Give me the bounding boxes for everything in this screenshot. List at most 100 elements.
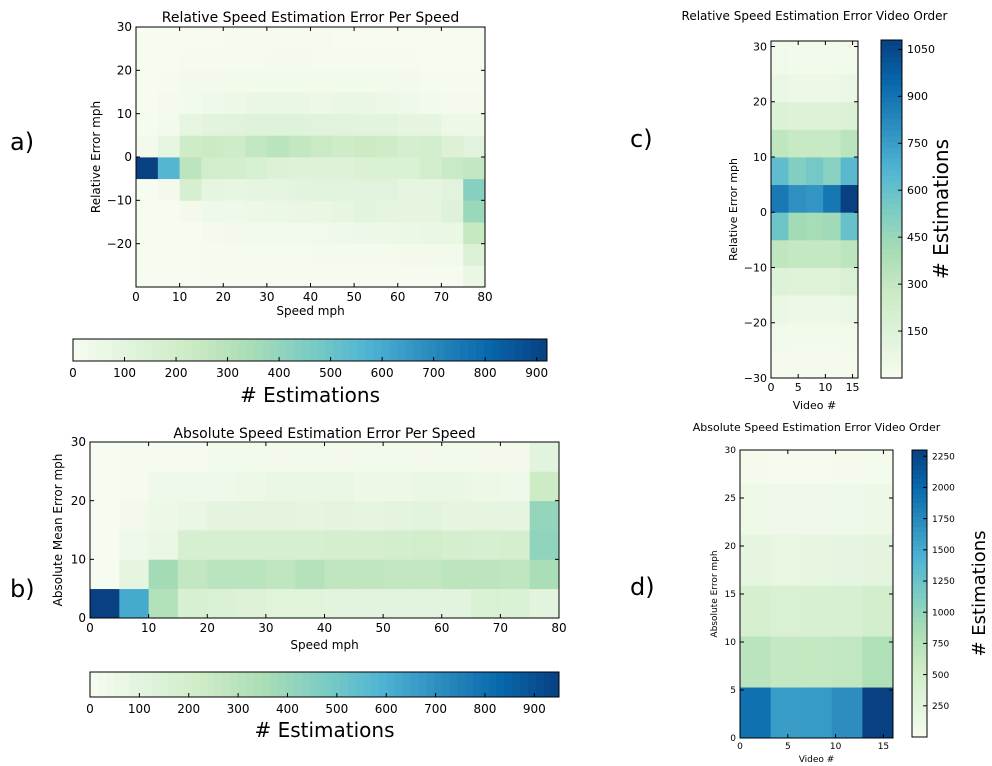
colorbar-a-segment-33 [333, 339, 343, 361]
colorbar-b-segment-30 [324, 672, 333, 697]
colorbar-b-segment-31 [332, 672, 341, 697]
colorbar-b-segment-59 [551, 672, 560, 697]
colorbar-d-segment-11 [912, 679, 927, 685]
heatmap-a-cell-r3-c0 [136, 200, 159, 223]
heatmap-a-cell-r6-c9 [332, 135, 355, 158]
colorbar-c-segment-49 [881, 96, 902, 103]
heatmap-a-cell-r7-c8 [310, 113, 333, 136]
colorbar-a-segment-29 [302, 339, 311, 361]
heatmap-c-cell-r6-c3 [823, 184, 841, 213]
colorbar-frame-b [89, 671, 560, 698]
heatmap-d-cell-r3-c1 [770, 534, 802, 586]
colorbar-a-segment-24 [262, 339, 271, 361]
heatmap-a-cell-r7-c10 [354, 113, 377, 136]
heatmap-c-cell-r1-c2 [805, 322, 824, 351]
heatmap-c-cell-r4-c1 [788, 239, 807, 268]
colorbar-tick-label-a-0: 0 [69, 366, 77, 380]
heatmap-a-cell-r8-c14 [441, 92, 464, 115]
heatmap-b-cell-r4-c4 [207, 471, 237, 502]
colorbar-a-segment-39 [381, 339, 390, 361]
heatmap-b-cell-r2-c1 [119, 530, 150, 560]
heatmap-a-cell-r3-c8 [310, 200, 333, 223]
colorbar-d-segment-42 [912, 531, 927, 537]
colorbar-c-segment-30 [881, 203, 902, 210]
heatmap-a-cell-r11-c12 [397, 27, 420, 50]
heatmap-a-cell-r0-c9 [332, 265, 355, 288]
heatmap-a-cell-r5-c6 [266, 157, 290, 180]
xtick-label-b-3: 30 [258, 621, 273, 635]
heatmap-a-cell-r4-c2 [179, 178, 202, 201]
heatmap-a-cell-r1-c6 [266, 243, 290, 266]
heatmap-b-cell-r1-c1 [119, 559, 150, 590]
colorbar-c-segment-33 [881, 186, 902, 193]
heatmap-a-cell-r5-c14 [441, 157, 464, 180]
heatmap-b-cell-r3-c1 [119, 500, 150, 531]
heatmap-a-cell-r5-c1 [157, 157, 181, 180]
colorbar-c-segment-18 [881, 270, 902, 278]
colorbar-a-segment-14 [183, 339, 192, 361]
heatmap-a-cell-r6-c15 [463, 135, 486, 158]
heatmap-b-cell-r1-c9 [353, 559, 384, 590]
colorbar-a-segment-13 [175, 339, 185, 361]
heatmap-b-cell-r5-c15 [529, 442, 560, 472]
colorbar-label-d: # Estimations [969, 530, 990, 656]
heatmap-d-cell-r2-c3 [831, 585, 863, 637]
colorbar-c-segment-32 [881, 192, 902, 199]
heatmap-a-cell-r1-c3 [201, 243, 224, 266]
heatmap-a-cell-r11-c13 [419, 27, 442, 50]
heatmap-c-cell-r7-c0 [771, 157, 789, 186]
heatmap-d-cell-r0-c0 [740, 687, 771, 739]
colorbar-b-segment-53 [504, 672, 513, 697]
colorbar-c-segment-48 [881, 101, 902, 109]
heatmap-a-cell-r5-c8 [310, 157, 333, 180]
heatmap-b-cell-r2-c14 [500, 530, 531, 560]
heatmap-a-cell-r3-c7 [288, 200, 311, 223]
colorbar-tick-label-d-4: 1250 [932, 577, 955, 587]
y-axis-label-a: Relative Error mph [89, 101, 103, 213]
ytick-label-c-6: 30 [753, 40, 767, 53]
heatmap-a-cell-r1-c2 [179, 243, 202, 266]
colorbar-d-segment-2 [912, 722, 927, 728]
heatmap-a-cell-r4-c5 [245, 178, 268, 201]
colorbar-c-segment-17 [881, 276, 902, 283]
heatmap-a-cell-r5-c3 [201, 157, 224, 180]
chart-title-d: Absolute Speed Estimation Error Video Or… [693, 421, 941, 434]
heatmap-d-cell-r1-c0 [740, 636, 771, 688]
heatmap-b-cell-r5-c11 [412, 442, 443, 472]
heatmap-a-cell-r6-c14 [441, 135, 464, 158]
xtick-label-a-5: 50 [346, 290, 361, 304]
heatmap-c-cell-r2-c2 [805, 295, 824, 324]
heatmap-a-cell-r1-c5 [245, 243, 268, 266]
colorbar-frame-a [72, 338, 548, 362]
ytick-label-b-3: 30 [71, 435, 86, 449]
xtick-label-c-0: 0 [768, 381, 775, 394]
heatmap-a-cell-r2-c7 [288, 222, 311, 245]
colorbar-a-segment-21 [238, 339, 248, 361]
colorbar-b-segment-37 [379, 672, 388, 697]
colorbar-d-segment-16 [912, 655, 927, 661]
heatmap-a-cell-r5-c11 [375, 157, 399, 180]
heatmap-b-cell-r3-c12 [441, 500, 472, 531]
colorbar-b-segment-6 [136, 672, 146, 697]
heatmap-d-cell-r0-c3 [831, 687, 863, 739]
colorbar-c-segment-14 [881, 293, 902, 300]
colorbar-a-segment-50 [468, 339, 477, 361]
heatmap-a-cell-r10-c7 [288, 48, 311, 71]
colorbar-b-segment-13 [191, 672, 200, 697]
heatmap-c-cell-r4-c4 [840, 239, 859, 268]
colorbar-c-segment-39 [881, 152, 902, 159]
heatmap-a-cell-r2-c6 [266, 222, 290, 245]
heatmap-b-cell-r2-c11 [412, 530, 443, 560]
heatmap-a-cell-r4-c11 [375, 178, 399, 201]
heatmap-b-cell-r5-c4 [207, 442, 237, 472]
heatmap-c-cell-r8-c2 [805, 129, 824, 158]
heatmap-b-cell-r1-c8 [324, 559, 355, 590]
x-axis-label-a: Speed mph [276, 304, 344, 318]
heatmap-b-cell-r3-c6 [265, 500, 296, 531]
heatmap-b-cell-r5-c9 [353, 442, 384, 472]
heatmap-b-cell-r2-c9 [353, 530, 384, 560]
heatmap-a-cell-r10-c10 [354, 48, 377, 71]
heatmap-a-cell-r6-c0 [136, 135, 159, 158]
heatmap-a-cell-r6-c2 [179, 135, 202, 158]
colorbar-d-segment-26 [912, 607, 927, 614]
